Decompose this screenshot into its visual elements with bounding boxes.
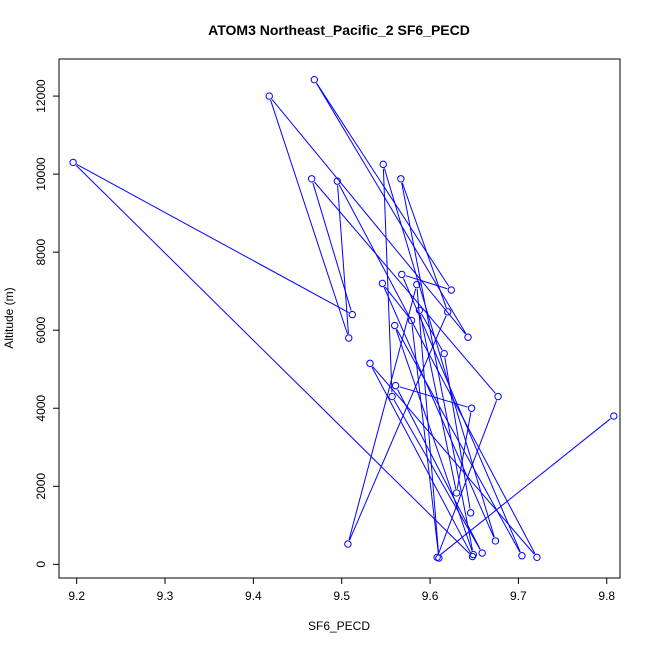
y-tick-label: 8000 — [34, 238, 48, 265]
data-point — [491, 537, 500, 545]
series-line-segment — [419, 314, 457, 489]
data-point — [333, 177, 341, 185]
x-tick-label: 9.7 — [510, 589, 527, 603]
data-point — [466, 509, 475, 517]
series-line-segment — [314, 181, 496, 394]
data-point — [469, 550, 478, 559]
series-line-segment — [405, 275, 448, 290]
series-line-segment — [76, 163, 349, 314]
chart-title: ATOM3 Northeast_Pacific_2 SF6_PECD — [208, 22, 470, 38]
data-point — [478, 549, 486, 557]
data-point — [413, 280, 421, 289]
y-axis-label: Altitude (m) — [2, 287, 16, 348]
data-point — [388, 392, 396, 401]
data-point — [440, 349, 448, 358]
data-point — [344, 540, 352, 548]
x-tick-label: 9.3 — [157, 589, 174, 603]
series-line-segment — [393, 399, 481, 550]
data-point — [415, 306, 424, 315]
y-tick-label: 6000 — [34, 317, 48, 344]
series-line-segment — [399, 386, 468, 408]
x-tick-label: 9.6 — [422, 589, 439, 603]
y-tick-label: 2000 — [34, 473, 48, 500]
series-line-segment — [397, 389, 481, 550]
data-point — [391, 321, 399, 330]
data-point — [407, 316, 416, 325]
x-tick-label: 9.5 — [333, 589, 350, 603]
data-point — [444, 308, 452, 316]
y-axis: 0 2000 4000 6000 8000 10000 12000 — [34, 79, 60, 568]
data-point — [494, 392, 502, 401]
series-line-segment — [316, 82, 450, 287]
data-point — [310, 75, 319, 84]
y-tick-label: 0 — [34, 561, 48, 568]
data-point — [397, 175, 405, 183]
x-axis-label: SF6_PECD — [308, 619, 370, 633]
series-line-segment — [401, 182, 474, 551]
series-line-segment — [402, 278, 521, 553]
data-point — [447, 286, 455, 294]
series-line-segment — [411, 324, 439, 554]
series-line-segment — [270, 99, 348, 335]
y-tick-label: 4000 — [34, 395, 48, 422]
data-point — [435, 554, 443, 562]
series-line-segment — [416, 288, 440, 554]
x-tick-label: 9.4 — [245, 589, 262, 603]
x-tick-label: 9.8 — [598, 589, 615, 603]
plot-area-border — [58, 58, 621, 579]
series-line-segment — [371, 366, 471, 554]
data-point — [265, 92, 273, 100]
data-point — [518, 552, 526, 560]
data-point — [610, 412, 618, 420]
data-point — [467, 404, 476, 412]
data-point — [307, 175, 316, 183]
series-line-segment — [372, 366, 535, 555]
data-point — [69, 158, 77, 167]
data-point — [398, 270, 406, 279]
data-point — [391, 381, 400, 390]
series-line-segment — [456, 412, 472, 489]
y-tick-label: 12000 — [34, 79, 48, 113]
series-line-segment — [384, 286, 410, 318]
y-tick-label: 10000 — [34, 157, 48, 191]
series-line-segment — [382, 168, 393, 393]
data-point — [379, 160, 387, 169]
x-tick-label: 9.2 — [68, 589, 85, 603]
series-line-segment — [271, 98, 466, 335]
series-line-segment — [348, 288, 417, 541]
data-point — [378, 279, 387, 288]
data-point — [348, 310, 357, 319]
series-line-segment — [444, 357, 471, 509]
x-axis: 9.2 9.3 9.4 9.5 9.6 9.7 9.8 — [68, 577, 615, 603]
series-line-segment — [337, 185, 349, 334]
data-point — [345, 334, 353, 342]
data-point — [464, 333, 472, 341]
data-point — [533, 553, 541, 562]
data-point — [452, 489, 461, 497]
series-line-segment — [421, 313, 443, 351]
data-layer — [69, 75, 618, 562]
series-line-segment — [75, 165, 470, 554]
data-point — [366, 359, 374, 368]
series-line-segment — [383, 168, 495, 538]
series-line-segment — [349, 315, 447, 541]
series-line-segment — [401, 182, 447, 309]
series-line-segment — [383, 287, 495, 538]
